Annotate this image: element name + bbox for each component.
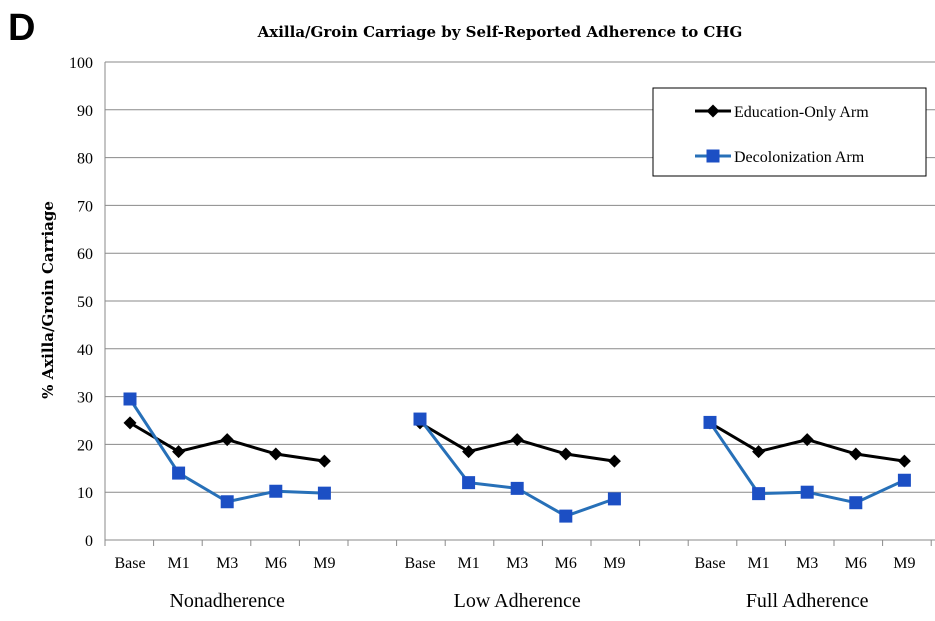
data-point-square — [269, 484, 283, 498]
data-point-diamond — [172, 445, 186, 459]
data-point-square — [462, 476, 476, 490]
x-tick-label: Base — [404, 555, 435, 572]
data-point-diamond — [123, 416, 137, 430]
group-label: Full Adherence — [746, 590, 869, 612]
data-point-diamond — [752, 445, 766, 459]
x-tick-label: M1 — [747, 555, 769, 572]
data-point-diamond — [220, 433, 234, 447]
y-tick-label: 20 — [77, 437, 93, 454]
x-tick-label: M1 — [167, 555, 189, 572]
y-tick-label: 60 — [77, 246, 93, 263]
data-point-diamond — [607, 454, 621, 468]
data-point-diamond — [462, 445, 476, 459]
data-point-diamond — [317, 454, 331, 468]
x-tick-labels: Base M1 M3 M6 M9 Base M1 M3 M6 M9 Base M1 M3 M6 M9 — [114, 555, 915, 572]
data-point-square — [123, 392, 137, 406]
y-tick-label: 30 — [77, 390, 93, 407]
data-point-diamond — [559, 447, 573, 461]
series-line — [128, 398, 325, 504]
x-tick-label: M3 — [506, 555, 528, 572]
panel-letter: D — [8, 7, 35, 49]
data-point-square — [800, 485, 814, 499]
x-tick-label: M9 — [603, 555, 625, 572]
data-point-square — [706, 149, 720, 163]
data-point-square — [172, 466, 186, 480]
y-tick-label: 40 — [77, 342, 93, 359]
chart-title: Axilla/Groin Carriage by Self-Reported A… — [257, 23, 743, 41]
series-layer — [123, 392, 911, 523]
axes: 0 10 20 30 40 50 60 70 80 90 100 — [69, 55, 935, 550]
y-tick-label: 80 — [77, 151, 93, 168]
x-tick-label: M6 — [845, 555, 867, 572]
y-tick-label: 50 — [77, 294, 93, 311]
data-point-diamond — [706, 104, 720, 118]
data-point-diamond — [897, 454, 911, 468]
y-tick-label: 70 — [77, 198, 93, 215]
group-labels: Nonadherence Low Adherence Full Adherence — [169, 590, 868, 612]
data-point-square — [703, 415, 717, 429]
data-point-square — [220, 495, 234, 509]
data-point-square — [607, 492, 621, 506]
legend-label: Decolonization Arm — [734, 149, 865, 166]
x-tick-label: M3 — [796, 555, 818, 572]
legend-box — [652, 87, 927, 177]
group-label: Low Adherence — [454, 590, 581, 612]
legend: Education-Only Arm Decolonization Arm — [652, 87, 927, 177]
x-tick-label: M6 — [555, 555, 577, 572]
x-tick-label: M9 — [313, 555, 335, 572]
data-point-square — [897, 473, 911, 487]
x-tick-label: M1 — [457, 555, 479, 572]
data-point-square — [510, 481, 524, 495]
y-tick-label: 0 — [85, 533, 93, 550]
x-tick-label: Base — [694, 555, 725, 572]
x-tick-label: Base — [114, 555, 145, 572]
y-tick-label: 90 — [77, 103, 93, 120]
x-tick-label: M3 — [216, 555, 238, 572]
data-point-diamond — [800, 433, 814, 447]
data-point-square — [559, 509, 573, 523]
data-point-square — [413, 412, 427, 426]
data-point-square — [317, 486, 331, 500]
group-label: Nonadherence — [169, 590, 285, 612]
data-point-diamond — [849, 447, 863, 461]
data-point-diamond — [510, 433, 524, 447]
y-tick-label: 100 — [69, 55, 93, 72]
x-tick-label: M6 — [265, 555, 287, 572]
data-point-square — [752, 487, 766, 501]
y-tick-label: 10 — [77, 485, 93, 502]
data-point-square — [849, 496, 863, 510]
legend-label: Education-Only Arm — [734, 104, 869, 121]
y-axis-label: % Axilla/Groin Carriage — [39, 201, 57, 399]
x-tick-label: M9 — [893, 555, 915, 572]
data-point-diamond — [269, 447, 283, 461]
